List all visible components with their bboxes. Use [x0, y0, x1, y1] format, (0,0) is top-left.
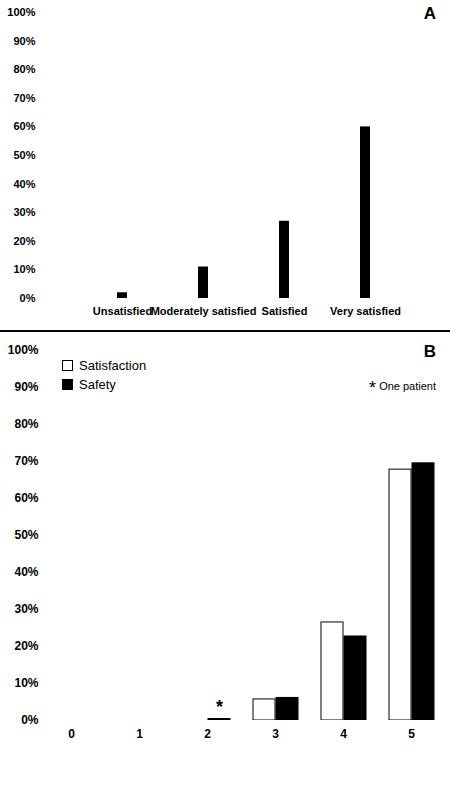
svg-text:80%: 80% [13, 63, 35, 75]
svg-text:4: 4 [340, 727, 347, 741]
svg-text:20%: 20% [13, 235, 35, 247]
svg-text:70%: 70% [13, 92, 35, 104]
html-text:Satisfaction: Satisfaction [79, 358, 147, 373]
svg-text:0: 0 [68, 727, 75, 741]
svg-text:50%: 50% [14, 528, 38, 542]
svg-text:100%: 100% [7, 6, 35, 18]
svg-text:*: * [216, 697, 223, 717]
svg-text:5: 5 [408, 727, 415, 741]
svg-text:50%: 50% [13, 149, 35, 161]
svg-text:70%: 70% [14, 454, 38, 468]
html-text:A: A [423, 4, 436, 23]
svg-text:Very satisfied: Very satisfied [330, 305, 401, 317]
svg-text:100%: 100% [8, 343, 39, 357]
svg-text:40%: 40% [13, 178, 35, 190]
svg-text:1: 1 [136, 727, 143, 741]
svg-text:0%: 0% [20, 292, 36, 304]
svg-text:90%: 90% [13, 35, 35, 47]
svg-text:60%: 60% [13, 120, 35, 132]
svg-text:80%: 80% [14, 417, 38, 431]
svg-text:2: 2 [204, 727, 211, 741]
svg-text:40%: 40% [14, 565, 38, 579]
svg-text:Satisfied: Satisfied [262, 305, 308, 317]
svg-text:60%: 60% [14, 491, 38, 505]
svg-text:0%: 0% [21, 713, 39, 727]
svg-text:3: 3 [272, 727, 279, 741]
html-text:B: B [423, 342, 436, 361]
svg-text:Moderately satisfied: Moderately satisfied [151, 305, 257, 317]
html-text:Safety: Safety [79, 377, 116, 392]
svg-text:30%: 30% [13, 206, 35, 218]
html-text:*One patient: *One patient [369, 378, 436, 398]
svg-text:90%: 90% [14, 380, 38, 394]
svg-text:20%: 20% [14, 639, 38, 653]
svg-text:30%: 30% [14, 602, 38, 616]
svg-text:10%: 10% [13, 263, 35, 275]
svg-text:Unsatisfied: Unsatisfied [93, 305, 152, 317]
svg-text:10%: 10% [14, 676, 38, 690]
